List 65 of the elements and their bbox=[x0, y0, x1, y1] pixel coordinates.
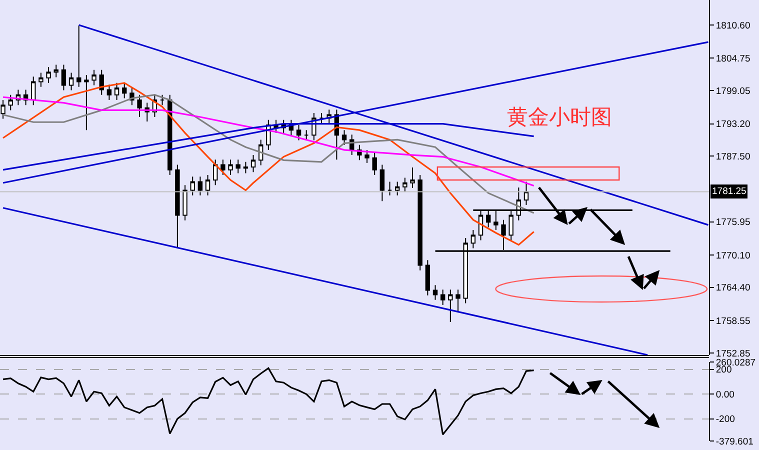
candlestick bbox=[387, 181, 392, 196]
y-tick-label: 1752.85 bbox=[716, 348, 750, 360]
candlestick bbox=[432, 284, 438, 300]
candlestick bbox=[220, 159, 226, 176]
candlestick bbox=[425, 260, 430, 296]
candlestick bbox=[114, 82, 120, 100]
candlestick bbox=[448, 289, 453, 323]
candlestick bbox=[54, 64, 58, 78]
candlestick bbox=[304, 130, 309, 141]
y-tick-label: -200 bbox=[716, 414, 735, 426]
candlestick bbox=[76, 25, 82, 88]
candlestick bbox=[410, 167, 415, 189]
candlestick bbox=[456, 289, 460, 313]
candlestick bbox=[402, 177, 408, 192]
candlestick bbox=[524, 181, 529, 206]
candlestick bbox=[319, 112, 324, 124]
y-tick-label: 1804.75 bbox=[716, 54, 750, 65]
candlestick bbox=[8, 94, 13, 111]
candlestick bbox=[38, 72, 44, 88]
candlestick bbox=[46, 66, 51, 84]
candlestick bbox=[470, 230, 476, 249]
candlestick bbox=[160, 94, 165, 106]
candlestick bbox=[182, 184, 188, 221]
candlestick bbox=[61, 64, 66, 91]
candlestick bbox=[198, 176, 203, 196]
y-tick-label: 0.00 bbox=[716, 389, 734, 400]
candlestick bbox=[296, 124, 302, 141]
candlestick bbox=[372, 152, 377, 176]
candlestick bbox=[92, 69, 96, 86]
candlestick bbox=[31, 76, 36, 106]
y-tick-label: 1770.10 bbox=[716, 250, 750, 262]
candlestick bbox=[0, 99, 6, 120]
y-tick-label: 1810.60 bbox=[716, 20, 750, 32]
candlestick bbox=[236, 159, 240, 174]
y-tick-label: 1764.40 bbox=[716, 282, 750, 294]
candlestick bbox=[228, 159, 233, 176]
candlestick bbox=[213, 159, 218, 186]
candlestick bbox=[122, 82, 127, 99]
ref-line-label: 1781.25 bbox=[712, 186, 746, 197]
candlestick bbox=[364, 149, 370, 164]
candlestick bbox=[205, 174, 210, 196]
candlestick bbox=[99, 69, 104, 96]
candlestick bbox=[68, 72, 74, 91]
candlestick bbox=[250, 154, 256, 173]
candlestick bbox=[394, 181, 400, 196]
y-tick-label: 200 bbox=[716, 364, 732, 376]
y-tick-label: 1775.95 bbox=[716, 217, 750, 228]
candlestick bbox=[84, 74, 89, 131]
candlestick bbox=[342, 130, 347, 146]
y-tick-label: 1758.55 bbox=[716, 316, 750, 327]
candlestick bbox=[418, 174, 422, 271]
candlestick bbox=[106, 84, 112, 100]
line-series bbox=[2, 367, 535, 436]
y-tick-label: -379.601 bbox=[716, 436, 754, 448]
candlestick bbox=[243, 161, 248, 174]
candlestick bbox=[258, 139, 264, 166]
y-tick-label: 1787.50 bbox=[716, 152, 750, 163]
candlestick bbox=[137, 94, 142, 118]
candlestick bbox=[175, 164, 180, 248]
candlestick bbox=[190, 176, 195, 196]
text: 黄金小时图 bbox=[507, 105, 612, 129]
candlestick bbox=[380, 164, 385, 202]
y-tick-label: 1793.20 bbox=[716, 119, 750, 130]
y-tick-label: 1799.05 bbox=[716, 86, 750, 97]
candlestick bbox=[440, 289, 446, 306]
